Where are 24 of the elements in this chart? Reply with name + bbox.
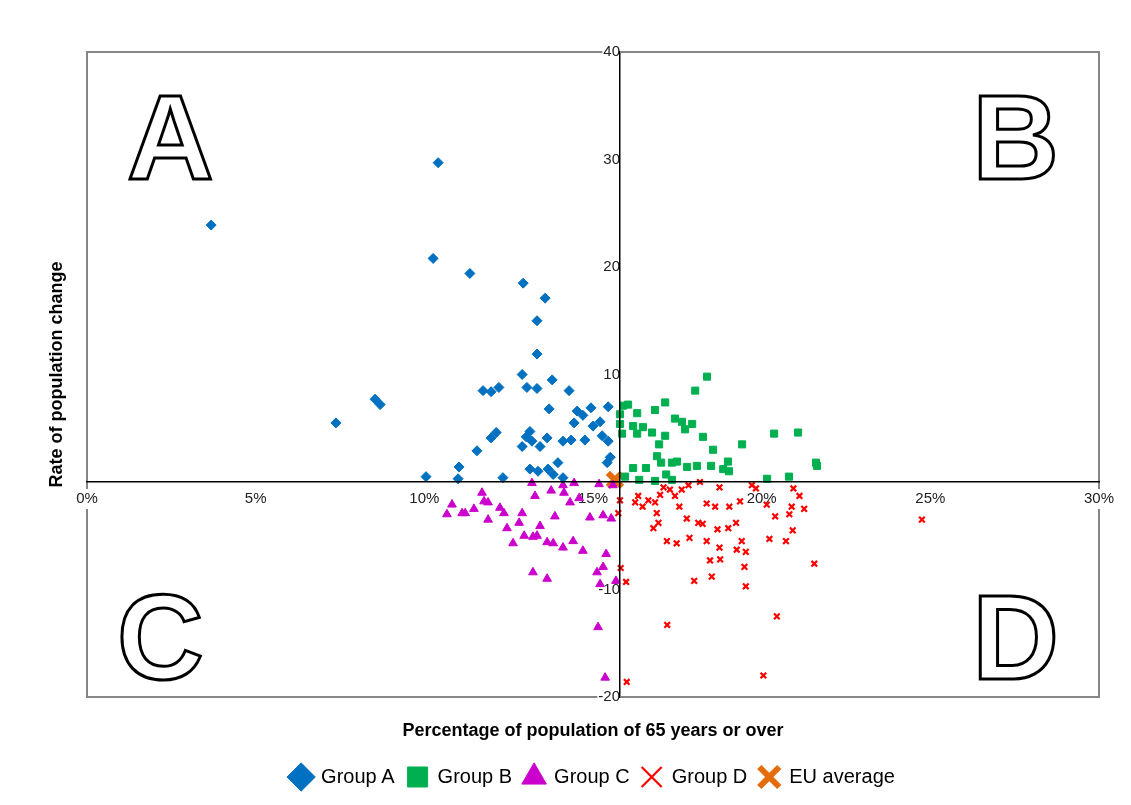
x-tick-label: 15%: [577, 489, 609, 507]
legend-label: Group A: [321, 764, 396, 787]
x-tick-label: 5%: [244, 489, 267, 507]
annotation: D: [972, 570, 1059, 704]
x-tick-label: 30%: [1083, 489, 1115, 507]
y-axis-title: Rate of population change: [45, 261, 66, 488]
x-tick-label: 25%: [915, 489, 946, 507]
y-tick-label: 30: [603, 149, 620, 167]
x-tick-label: 10%: [409, 489, 440, 507]
x-tick-label: 0%: [76, 489, 98, 507]
y-tick-label: 10: [603, 364, 620, 382]
x-tick-label: 20%: [746, 489, 777, 507]
legend-label: Group C: [554, 764, 630, 787]
annotation: B: [972, 70, 1059, 204]
y-tick-label: -20: [598, 687, 620, 705]
legend-label: EU average: [789, 764, 895, 787]
annotation: C: [117, 570, 204, 704]
y-tick-label: -10: [598, 579, 620, 597]
x-axis-title: Percentage of population of 65 years or over: [402, 719, 784, 740]
annotation: A: [127, 70, 214, 204]
y-tick-label: 20: [603, 257, 620, 275]
y-tick-label: 40: [603, 42, 620, 60]
legend-label: Group B: [437, 764, 513, 787]
legend-label: Group D: [671, 764, 748, 787]
